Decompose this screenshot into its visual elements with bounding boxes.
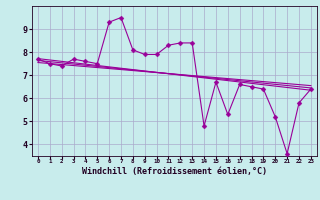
X-axis label: Windchill (Refroidissement éolien,°C): Windchill (Refroidissement éolien,°C) (82, 167, 267, 176)
